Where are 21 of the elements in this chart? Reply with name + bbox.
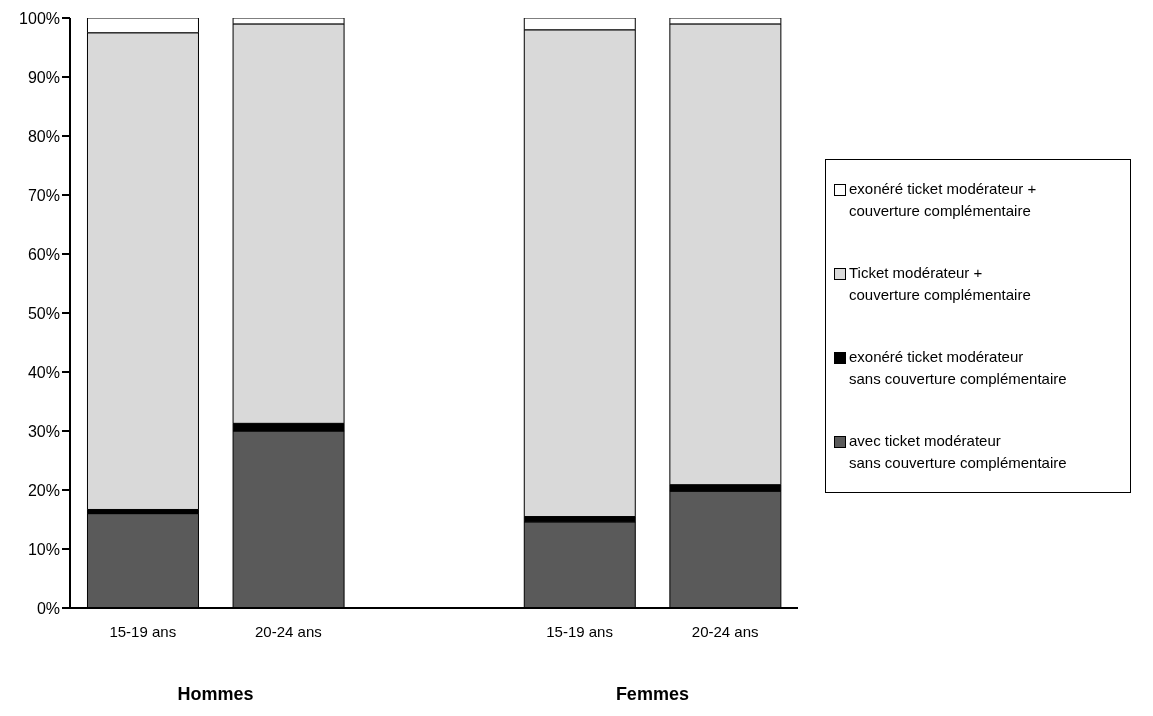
y-tick-label: 30% — [27, 422, 60, 440]
y-tick-label: 50% — [27, 304, 60, 322]
y-tick-label: 60% — [27, 245, 60, 263]
y-tick-label: 80% — [27, 127, 60, 145]
y-tick-label: 0% — [36, 599, 60, 617]
legend-label: exonéré ticket modérateur + couverture complémentaire — [849, 179, 1037, 221]
y-tick-label: 20% — [27, 481, 60, 499]
legend-label: exonéré ticket modérateur sans couverture complémentaire — [849, 347, 1067, 389]
x-tick-label: 20-24 ans — [691, 622, 759, 640]
legend-label: avec ticket modérateur sans couverture complémentaire — [849, 431, 1067, 473]
x-tick-label: 15-19 ans — [109, 622, 177, 640]
legend-label: Ticket modérateur + couverture complémentaire — [849, 263, 1031, 305]
x-tick-label: 20-24 ans — [255, 622, 322, 640]
y-tick-label: 40% — [27, 363, 60, 381]
x-tick-label: 15-19 ans — [546, 622, 613, 640]
text: Hommes — [177, 684, 254, 704]
y-tick-label: 90% — [27, 68, 60, 86]
y-tick-label: 10% — [27, 540, 60, 558]
y-tick-label: 70% — [27, 186, 60, 204]
y-tick-label: 100% — [19, 9, 60, 27]
text: Femmes — [615, 684, 689, 704]
